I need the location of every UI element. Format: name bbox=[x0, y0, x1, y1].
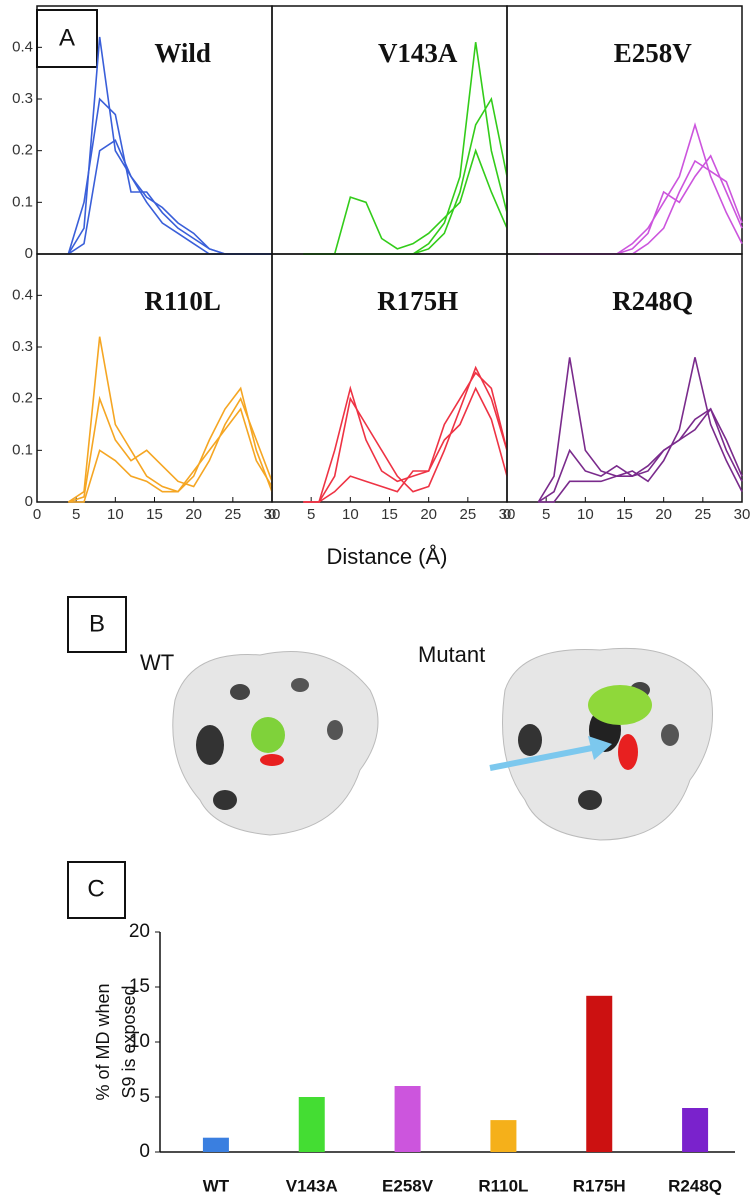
distribution-line bbox=[537, 357, 743, 503]
patch bbox=[518, 724, 542, 756]
patch bbox=[661, 724, 679, 746]
y-tick-label: 0 bbox=[25, 493, 33, 510]
distribution-line bbox=[67, 97, 272, 255]
y-axis-label: S9 is exposed bbox=[119, 985, 139, 1098]
x-tick-label: 20 bbox=[185, 506, 202, 523]
bar bbox=[394, 1086, 421, 1152]
red-region bbox=[618, 734, 638, 770]
structure-label: WT bbox=[140, 650, 174, 675]
distribution-line bbox=[303, 386, 508, 503]
arrow bbox=[489, 745, 593, 771]
x-tick-label: V143A bbox=[286, 1176, 338, 1195]
distribution-line bbox=[537, 407, 743, 503]
distribution-line bbox=[68, 395, 273, 503]
patch bbox=[327, 720, 343, 740]
x-tick-label: R175H bbox=[573, 1176, 626, 1195]
y-tick-label: 15 bbox=[129, 976, 150, 997]
y-tick-label: 0.4 bbox=[12, 286, 33, 303]
bar bbox=[682, 1108, 709, 1152]
patch bbox=[196, 725, 224, 765]
structure-label: Mutant bbox=[418, 642, 485, 667]
distribution-line bbox=[303, 371, 508, 503]
arrow-head bbox=[588, 736, 612, 760]
label-box bbox=[67, 861, 126, 919]
y-tick-label: 0 bbox=[139, 1141, 150, 1162]
distribution-line bbox=[303, 148, 508, 255]
panel-label: C bbox=[87, 875, 104, 902]
panel-title: R248Q bbox=[612, 286, 693, 316]
y-tick-label: 0 bbox=[25, 245, 33, 262]
y-tick-label: 10 bbox=[129, 1031, 150, 1052]
bar bbox=[298, 1097, 325, 1152]
y-tick-label: 0.3 bbox=[12, 90, 33, 107]
bar bbox=[490, 1120, 517, 1152]
panel-title: R175H bbox=[377, 286, 458, 316]
x-tick-label: 30 bbox=[499, 506, 516, 523]
x-tick-label: 20 bbox=[655, 506, 672, 523]
x-tick-label: 5 bbox=[72, 506, 80, 523]
x-tick-label: 0 bbox=[268, 506, 276, 523]
patch bbox=[578, 790, 602, 810]
y-tick-label: 0.2 bbox=[12, 142, 33, 159]
x-tick-label: 0 bbox=[503, 506, 511, 523]
x-tick-label: WT bbox=[203, 1176, 230, 1195]
x-tick-label: 10 bbox=[577, 506, 594, 523]
y-tick-label: 0.2 bbox=[12, 390, 33, 407]
y-tick-label: 20 bbox=[129, 921, 150, 942]
panel-label: A bbox=[59, 24, 75, 51]
distribution-line bbox=[538, 407, 743, 503]
x-tick-label: 5 bbox=[542, 506, 550, 523]
label-box bbox=[67, 596, 127, 653]
distribution-line bbox=[303, 365, 508, 503]
x-axis-label: Distance (Å) bbox=[326, 544, 447, 569]
distribution-line bbox=[538, 154, 743, 255]
distribution-line bbox=[303, 42, 508, 255]
bar bbox=[202, 1137, 229, 1152]
distribution-line bbox=[303, 96, 508, 255]
distribution-line bbox=[68, 407, 273, 503]
x-tick-label: 0 bbox=[33, 506, 41, 523]
x-tick-label: 15 bbox=[381, 506, 398, 523]
x-tick-label: E258V bbox=[382, 1176, 434, 1195]
y-tick-label: 0.3 bbox=[12, 338, 33, 355]
patch bbox=[291, 678, 309, 692]
panel-title: Wild bbox=[154, 38, 211, 68]
x-tick-label: 10 bbox=[342, 506, 359, 523]
wt-structure bbox=[172, 651, 379, 836]
y-axis-label: % of MD when bbox=[93, 983, 113, 1100]
y-tick-label: 5 bbox=[139, 1086, 150, 1107]
green-region bbox=[588, 685, 652, 725]
panel-label: B bbox=[89, 610, 105, 637]
distribution-line bbox=[538, 122, 743, 255]
x-tick-label: R110L bbox=[478, 1176, 528, 1195]
x-tick-label: 10 bbox=[107, 506, 124, 523]
x-tick-label: 15 bbox=[146, 506, 163, 523]
x-tick-label: 25 bbox=[694, 506, 711, 523]
x-tick-label: 15 bbox=[616, 506, 633, 523]
x-tick-label: 25 bbox=[224, 506, 241, 523]
green-region bbox=[251, 717, 285, 753]
mutant-structure bbox=[489, 647, 713, 841]
distribution-line bbox=[67, 139, 272, 255]
panel-title: R110L bbox=[144, 286, 221, 316]
x-tick-label: 25 bbox=[459, 506, 476, 523]
y-tick-label: 0.1 bbox=[12, 441, 33, 458]
panel-title: V143A bbox=[378, 38, 458, 68]
y-tick-label: 0.1 bbox=[12, 193, 33, 210]
patch bbox=[213, 790, 237, 810]
x-tick-label: 20 bbox=[420, 506, 437, 523]
panel-title: E258V bbox=[614, 38, 693, 68]
x-tick-label: 30 bbox=[734, 506, 751, 523]
patch bbox=[230, 684, 250, 700]
bar bbox=[586, 995, 613, 1152]
x-tick-label: R248Q bbox=[668, 1176, 722, 1195]
distribution-line bbox=[67, 336, 273, 503]
x-tick-label: 5 bbox=[307, 506, 315, 523]
x-tick-label: 30 bbox=[264, 506, 281, 523]
y-tick-label: 0.4 bbox=[12, 38, 33, 55]
red-region bbox=[260, 754, 284, 766]
